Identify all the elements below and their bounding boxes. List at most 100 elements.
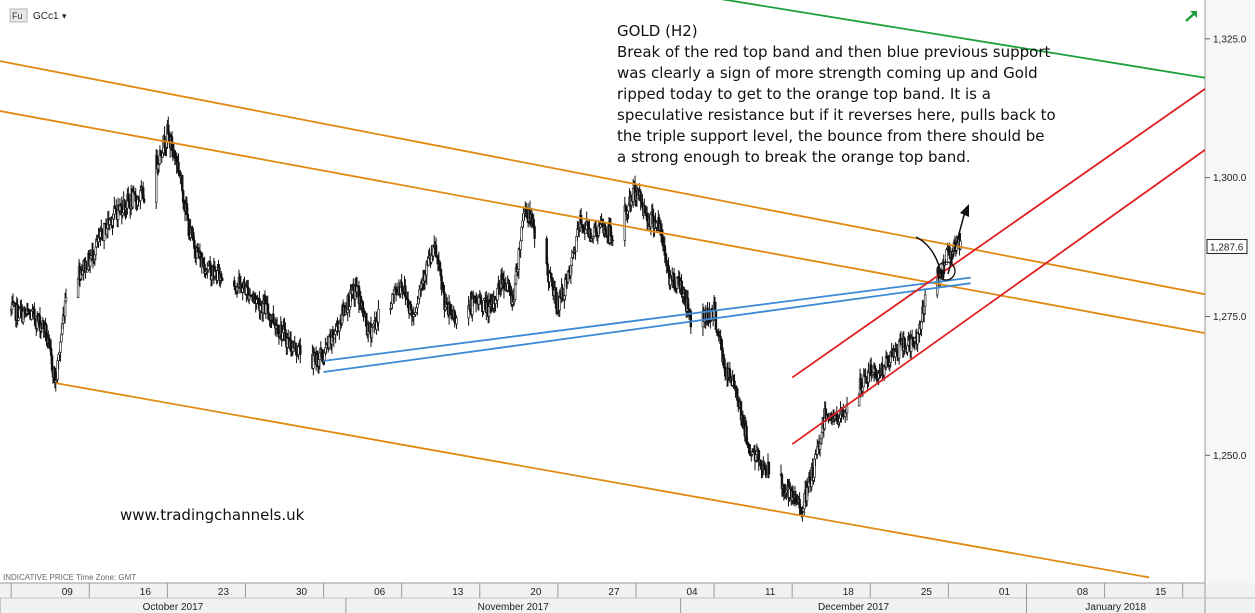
annotation-line: a strong enough to break the orange top … [617, 148, 971, 166]
annotation-line: ripped today to get to the orange top ba… [617, 85, 991, 103]
green-trendline [721, 0, 1206, 79]
candle-body [533, 226, 536, 239]
candle-body [294, 342, 297, 353]
candle-body [639, 191, 642, 201]
candles [9, 116, 962, 522]
date-tick-label: 04 [687, 587, 699, 598]
candle-body [845, 405, 849, 414]
last-price-box [1206, 239, 1248, 255]
price-tick-label: 1,300.0 [1213, 173, 1247, 184]
bounce-arrowhead [960, 204, 969, 217]
annotation: GOLD (H2) Break of the red top band and … [617, 22, 1056, 166]
candle-body [50, 355, 54, 371]
orange-trendline [0, 110, 1206, 335]
candle-body [159, 150, 163, 157]
candle-body [455, 317, 458, 325]
month-label: October 2017 [143, 602, 204, 613]
orange-trendline [55, 382, 1150, 579]
trend-arrow-head [1190, 11, 1197, 18]
annotation-line: speculative resistance but if it reverse… [617, 106, 1056, 124]
reversal-arrow-drawing [915, 204, 969, 281]
candle-body [870, 364, 873, 375]
date-tick-label: 27 [608, 587, 620, 598]
trend-arrow-icon [1185, 11, 1197, 22]
candle-body [434, 245, 438, 258]
candle-body [861, 386, 865, 392]
date-tick-label: 09 [62, 587, 74, 598]
candle-body [959, 240, 962, 250]
last-price-label: 1,287.6 [1210, 243, 1244, 254]
candle-body [427, 258, 430, 266]
date-tick-label: 30 [296, 587, 308, 598]
candle-body [186, 214, 190, 220]
symbol-header[interactable]: Fu GCc1 ▾ [9, 8, 67, 23]
date-tick-label: 18 [843, 587, 855, 598]
candle-body [272, 313, 275, 324]
symbol-label[interactable]: GCc1 [33, 11, 59, 22]
blue-trendline [323, 276, 971, 362]
candle-body [404, 285, 407, 298]
candle-body [243, 282, 246, 289]
candle-body [59, 341, 62, 353]
trendlines [0, 0, 1206, 579]
month-label: November 2017 [478, 602, 550, 613]
annotation-title: GOLD (H2) [617, 22, 698, 40]
date-tick-label: 23 [218, 587, 230, 598]
price-tick-label: 1,275.0 [1213, 312, 1247, 323]
candle-body [221, 277, 224, 282]
date-axis: 02091623300613202704111825010815October … [0, 583, 1184, 613]
date-tick-label: 16 [140, 587, 152, 598]
last-price-tag: 1,287.6 [1206, 239, 1248, 255]
date-tick-label: 01 [999, 587, 1011, 598]
price-tick-label: 1,325.0 [1213, 34, 1247, 45]
candle-body [546, 263, 549, 276]
annotation-line: the triple support level, the bounce fro… [617, 127, 1045, 145]
watermark: www.tradingchannels.uk [120, 506, 305, 524]
candle-body [181, 190, 185, 203]
candle-body [299, 345, 302, 355]
candle-body [177, 161, 180, 172]
date-tick-label: 20 [530, 587, 542, 598]
month-label: January 2018 [1085, 602, 1146, 613]
candle-body [561, 287, 564, 301]
red-trendline [791, 88, 1206, 379]
candle-body [513, 283, 517, 300]
date-tick-label: 13 [452, 587, 464, 598]
symbol-badge-label: Fu [12, 11, 23, 21]
footer-info: INDICATIVE PRICE Time Zone: GMT [3, 573, 136, 582]
candle-body [714, 310, 718, 331]
date-tick-label: 11 [765, 587, 776, 598]
candle-body [706, 307, 709, 320]
candle-body [519, 240, 522, 250]
date-tick-label: 25 [921, 587, 933, 598]
candle-body [64, 297, 68, 302]
candle-body [594, 226, 598, 233]
annotation-line: Break of the red top band and then blue … [617, 43, 1051, 61]
candle-body [365, 312, 368, 327]
symbol-badge [9, 8, 28, 23]
price-axis: 1,250.0 1,275.0 1,300.0 1,325.0 [1205, 34, 1247, 462]
candle-body [377, 309, 380, 323]
orange-trendline [0, 60, 1206, 296]
candle-body [131, 191, 135, 208]
month-label: December 2017 [818, 602, 890, 613]
date-tick-label: 06 [374, 587, 386, 598]
reversal-arrowhead [937, 269, 945, 280]
support-circle [936, 261, 956, 281]
candle-body [689, 311, 693, 328]
candle-body [17, 317, 20, 321]
date-tick-label: 15 [1155, 587, 1167, 598]
price-tick-label: 1,250.0 [1213, 451, 1247, 462]
blue-trendline [323, 282, 971, 373]
candle-body [923, 294, 927, 307]
red-trendline [791, 149, 1206, 445]
candle-body [181, 175, 184, 191]
date-tick-label: 08 [1077, 587, 1089, 598]
candle-body [767, 462, 771, 475]
symbol-dropdown-icon[interactable]: ▾ [62, 12, 67, 22]
price-axis-background [1205, 0, 1255, 613]
candle-body [672, 273, 676, 289]
candle-body [550, 273, 553, 279]
